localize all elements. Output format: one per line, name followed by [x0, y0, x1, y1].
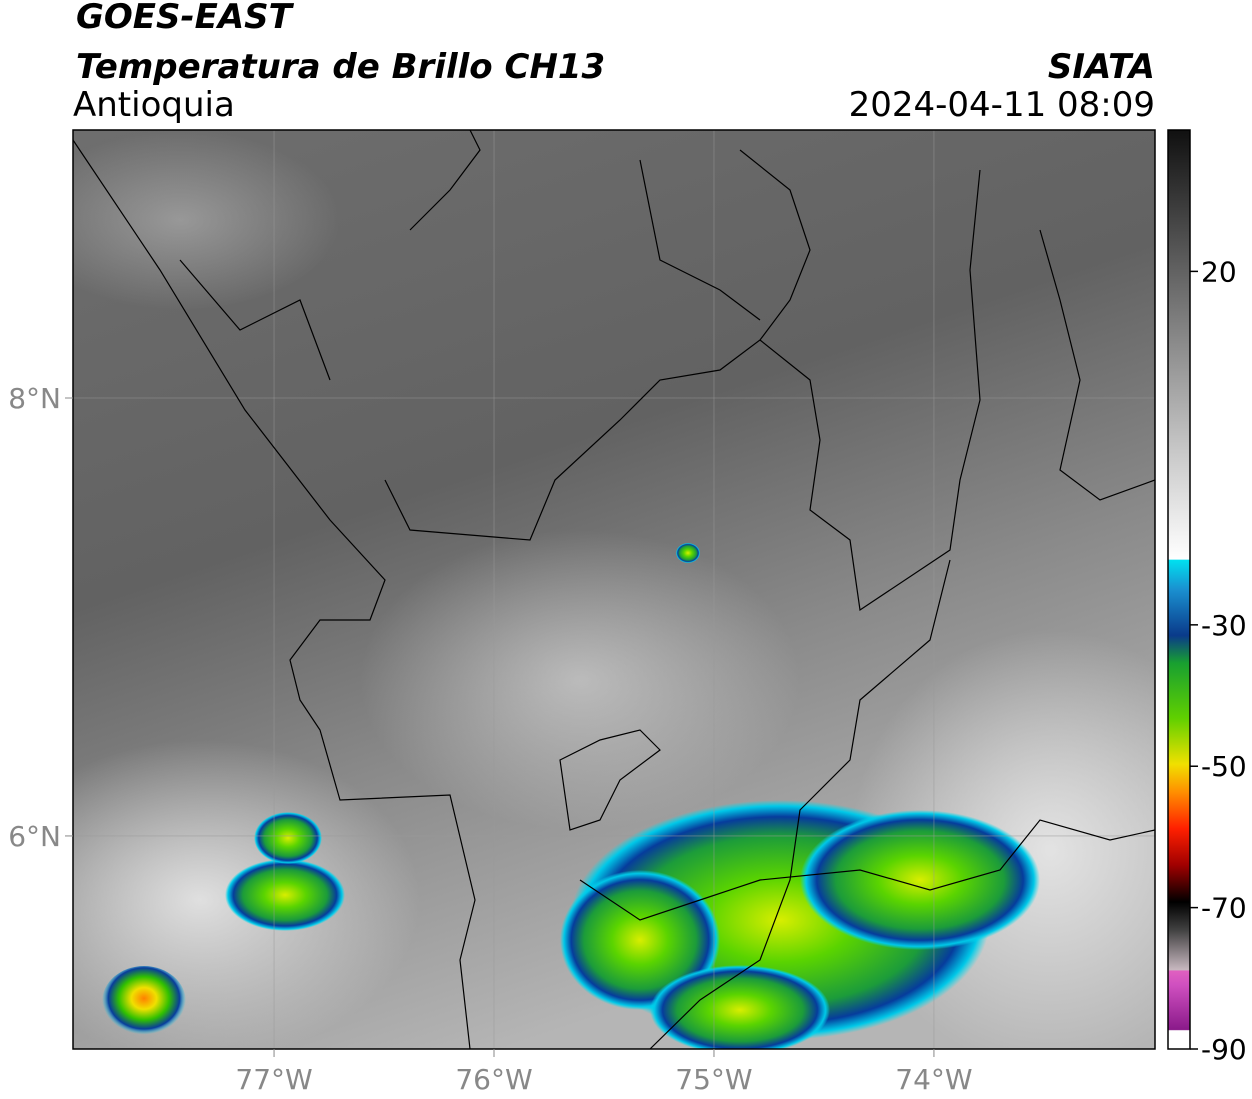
border-line — [579, 819, 1155, 921]
storm-cell — [650, 965, 830, 1049]
cloud-haze — [73, 130, 340, 310]
storm-cell — [560, 870, 720, 1010]
colorbar — [1167, 129, 1191, 1050]
cloud-haze — [360, 530, 800, 830]
lon-tick-label: 77°W — [235, 1063, 312, 1096]
storm-cell — [225, 859, 345, 931]
border-line — [639, 159, 1155, 501]
title: GOES-EAST — [76, 0, 295, 37]
colorbar-tick-label: -70 — [1201, 892, 1247, 925]
colorbar-tick-label: 20 — [1201, 255, 1237, 288]
coastline — [179, 130, 481, 381]
map-frame — [72, 129, 1156, 1050]
border-line — [384, 149, 811, 541]
graticule — [73, 130, 1155, 1049]
colorbar-tick-label: -30 — [1201, 609, 1247, 642]
colorbar-tick-label: -50 — [1201, 750, 1247, 783]
storm-cell — [800, 810, 1040, 950]
map-area — [73, 130, 1155, 1049]
cloud-haze — [73, 740, 420, 1049]
lat-tick-label: 8°N — [8, 382, 61, 415]
datetime: 2024-04-11 08:09 — [849, 85, 1155, 125]
lon-tick-label: 75°W — [675, 1063, 752, 1096]
lat-tick-label: 6°N — [8, 820, 61, 853]
subtitle: Temperatura de Brillo CH13 — [76, 47, 605, 87]
source: SIATA — [1048, 47, 1155, 87]
map-ticks: 77°W 76°W 75°W 74°W 8°N 6°N — [8, 382, 972, 1096]
lon-tick-label: 74°W — [895, 1063, 972, 1096]
colorbar-tick-label: -90 — [1201, 1033, 1247, 1066]
storm-cell — [102, 966, 186, 1038]
border-line — [759, 169, 981, 612]
lon-tick-label: 76°W — [455, 1063, 532, 1096]
storm-cell — [254, 812, 322, 864]
border-line — [649, 559, 951, 1049]
storm-cell — [676, 543, 700, 563]
region: Antioquia — [73, 85, 235, 125]
border-line — [559, 729, 661, 831]
colorbar-ticks: 20 -30 -50 -70 -90 — [1190, 255, 1247, 1066]
border-line — [73, 139, 476, 1049]
